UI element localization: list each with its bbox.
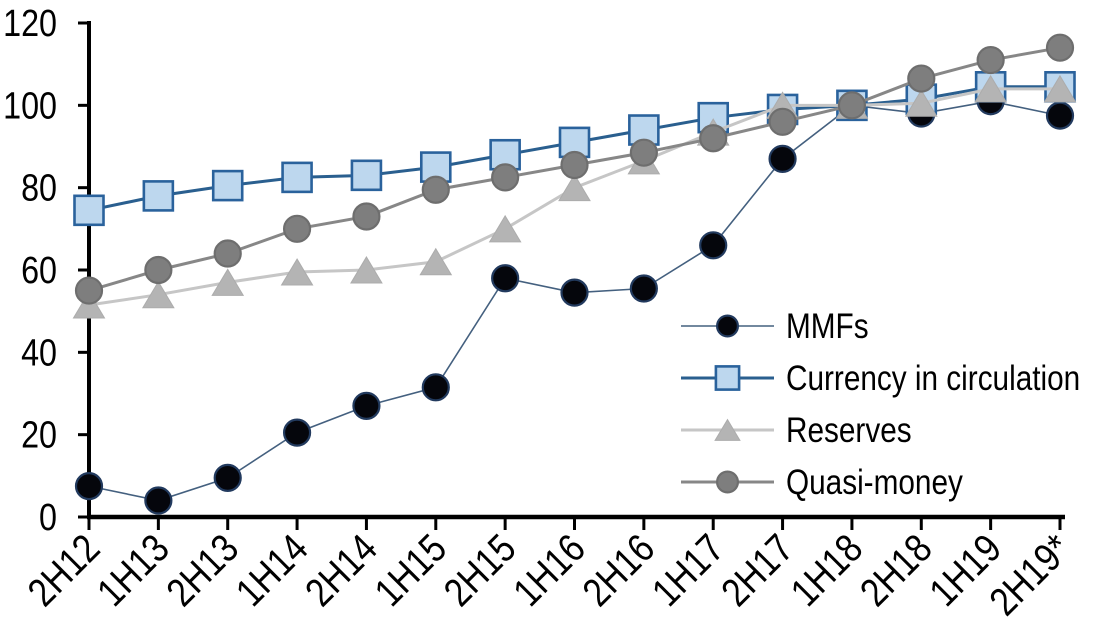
marker-circle [699, 231, 728, 260]
marker-circle [699, 124, 728, 153]
marker-triangle [141, 280, 175, 309]
x-tick-label-1h17: 1H17 [643, 525, 732, 614]
legend-label-quasi-money: Quasi-money [786, 463, 964, 502]
marker-circle [282, 418, 312, 447]
x-tick-label-2h12: 2H12 [19, 525, 108, 614]
y-tick-label-100: 100 [3, 85, 57, 127]
marker-circle [560, 150, 589, 180]
marker-circle [213, 463, 242, 492]
legend-item-mmfs: MMFs [681, 307, 869, 346]
marker-circle [491, 163, 520, 192]
x-tick-label-1h16: 1H16 [504, 525, 593, 614]
marker-triangle [211, 268, 245, 296]
x-tick-label-2h16: 2H16 [573, 525, 662, 614]
marker-square [211, 169, 244, 202]
x-tick-label-1h13: 1H13 [88, 525, 177, 614]
x-tick-label-2h14: 2H14 [296, 525, 385, 614]
y-tick-labels: 0 20 40 60 80 100 120 [3, 3, 89, 539]
marker-circle [1045, 101, 1075, 130]
legend-item-quasi-money: Quasi-money [681, 463, 964, 502]
marker-circle [74, 276, 104, 305]
marker-circle [421, 373, 450, 402]
y-tick-label-20: 20 [21, 414, 57, 456]
marker-triangle [280, 258, 314, 286]
x-tick-label-2h19: 2H19* [980, 525, 1079, 624]
marker-circle [491, 264, 520, 293]
marker-circle [768, 144, 797, 173]
marker-circle [213, 239, 242, 268]
marker-circle [352, 202, 381, 231]
marker-circle [907, 64, 936, 93]
x-tick-label-2h15: 2H15 [435, 525, 524, 614]
legend-label-currency-in-circulation: Currency in circulation [786, 359, 1080, 398]
marker-circle [144, 255, 173, 285]
marker-circle [837, 91, 867, 120]
x-tick-label-2h18: 2H18 [851, 525, 940, 614]
legend-label-mmfs: MMFs [786, 307, 869, 346]
y-tick-label-0: 0 [39, 497, 57, 539]
marker-triangle [419, 247, 453, 276]
marker-circle [768, 107, 797, 136]
y-tick-label-80: 80 [21, 167, 57, 209]
marker-circle [282, 214, 312, 243]
marker-circle [144, 486, 173, 515]
marker-square [714, 365, 741, 391]
legend-item-reserves: Reserves [681, 411, 912, 450]
x-tick-label-1h18: 1H18 [782, 525, 871, 614]
marker-circle [629, 138, 658, 167]
legend: MMFs Currency in circulation Reserves Quasi… [681, 307, 1080, 502]
marker-triangle [72, 291, 106, 319]
marker-circle [74, 472, 104, 501]
legend-label-reserves: Reserves [786, 411, 912, 450]
marker-circle [976, 45, 1005, 75]
y-tick-label-120: 120 [3, 3, 57, 45]
x-tick-labels: 2H121H132H131H142H141H152H151H162H161H17… [19, 517, 1079, 624]
marker-triangle [1043, 74, 1077, 103]
marker-circle [629, 274, 658, 303]
x-tick-label-2h17: 2H17 [712, 525, 801, 614]
y-tick-label-60: 60 [21, 250, 57, 292]
series-quasi-money [74, 33, 1075, 305]
marker-square [350, 159, 383, 192]
marker-triangle [904, 89, 938, 117]
y-tick-label-40: 40 [21, 332, 57, 374]
marker-triangle [714, 418, 741, 441]
marker-square [73, 194, 105, 227]
marker-circle [421, 175, 450, 204]
legend-item-currency-in-circulation: Currency in circulation [681, 359, 1080, 398]
series-mmfs [74, 87, 1075, 515]
marker-triangle [558, 173, 591, 202]
marker-circle [715, 470, 739, 494]
marker-triangle [974, 74, 1008, 103]
marker-square [142, 180, 175, 212]
x-tick-label-1h14: 1H14 [227, 525, 316, 614]
series-reserves [72, 74, 1077, 319]
marker-circle [352, 391, 381, 420]
x-tick-label-2h13: 2H13 [157, 525, 246, 614]
marker-triangle [488, 214, 522, 243]
marker-circle [1045, 33, 1075, 62]
marker-circle [715, 314, 739, 338]
marker-triangle [350, 256, 383, 284]
marker-circle [560, 278, 589, 307]
marker-square [281, 161, 313, 194]
x-tick-label-1h15: 1H15 [365, 525, 454, 614]
